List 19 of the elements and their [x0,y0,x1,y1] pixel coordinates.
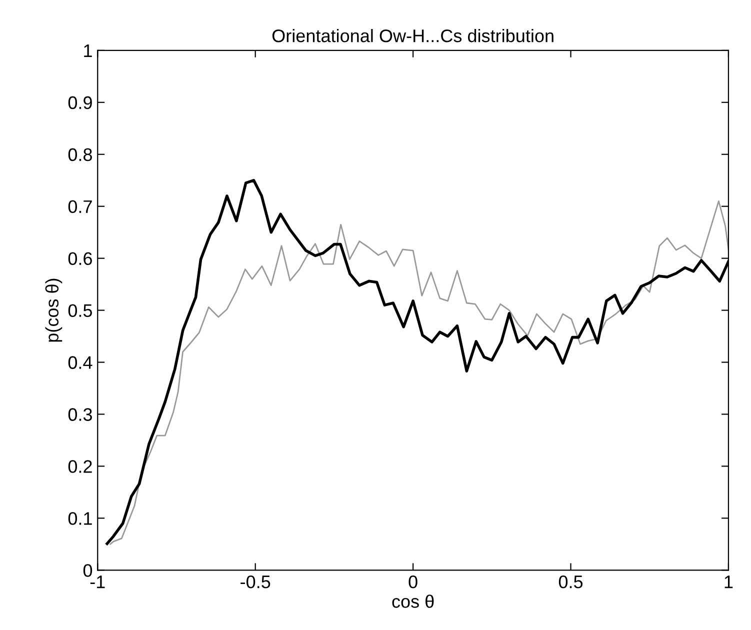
y-tick-label: 0.5 [68,304,92,317]
y-axis-title: p(cos θ) [45,278,62,342]
x-tick-label: 0 [408,575,418,588]
y-tick-label: 0.4 [68,356,92,369]
x-tick-label: 1 [724,576,733,588]
y-tick-label: 0.9 [68,96,92,110]
x-axis-title: cos θ [392,594,434,608]
y-tick-label: 0.1 [68,512,92,525]
y-tick-label: 0 [83,564,92,577]
x-tick-label: -0.5 [240,575,270,588]
y-tick-label: 1 [84,44,92,57]
y-tick-label: 0.2 [68,460,92,473]
x-tick-label: 0.5 [558,575,583,588]
y-tick-label: 0.7 [68,200,92,214]
chart-title: Orientational Ow-H...Cs distribution [272,28,554,42]
y-tick-label: 0.6 [68,252,92,266]
y-tick-label: 0.3 [68,408,92,421]
x-tick-label: -1 [90,576,105,588]
y-tick-label: 0.8 [68,148,92,162]
